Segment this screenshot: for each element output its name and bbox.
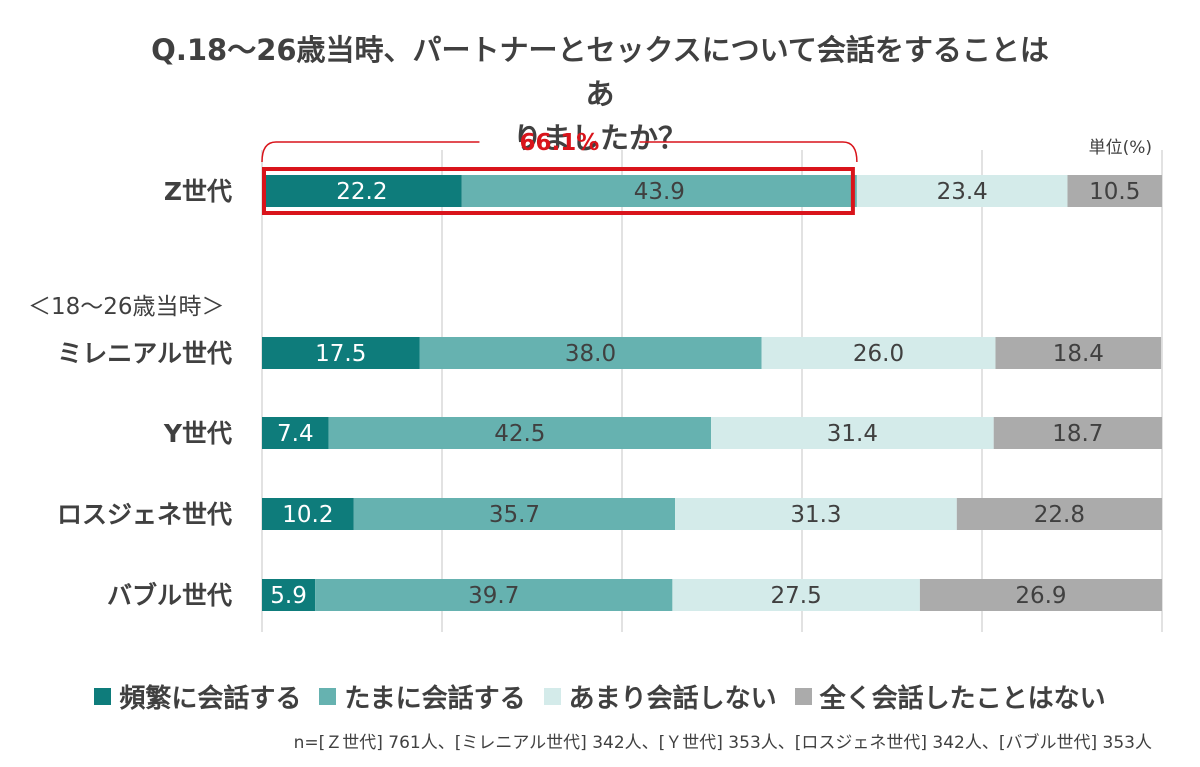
legend-item: 頻繁に会話する xyxy=(94,678,301,715)
bar-segment xyxy=(856,175,1068,207)
category-label: Z世代 xyxy=(164,177,232,206)
highlight-box xyxy=(262,167,855,215)
data-label: 5.9 xyxy=(270,583,307,609)
highlight-label: 66.1% xyxy=(520,130,600,156)
highlight-annotation: 66.1% xyxy=(261,130,858,215)
data-label: 22.8 xyxy=(1034,502,1085,528)
bar-segment xyxy=(262,498,354,530)
legend-swatch xyxy=(94,688,112,705)
data-label: 39.7 xyxy=(468,583,519,609)
bar-segment xyxy=(672,579,920,611)
data-label: 31.4 xyxy=(827,421,878,447)
legend-label: たまに会話する xyxy=(344,684,526,714)
stacked-bar-chart: 22.2 43.9 23.4 10.5 Z世代 17.5 38.0 26.0 18.4 ミレニアル… xyxy=(28,130,1163,632)
bar-segment xyxy=(262,337,420,369)
data-label: 26.0 xyxy=(853,341,904,367)
bar-segment xyxy=(353,498,676,530)
category-label: バブル世代 xyxy=(107,581,232,610)
data-label: 27.5 xyxy=(771,583,822,609)
data-label: 35.7 xyxy=(489,502,540,528)
legend-swatch xyxy=(319,688,337,705)
bar-segment xyxy=(315,579,673,611)
bar-segment xyxy=(993,417,1162,449)
data-label: 38.0 xyxy=(565,341,616,367)
bar-segment xyxy=(419,337,762,369)
chart-title: Q.18〜26歳当時、パートナーとセックスについて会話をすることはあ りましたか… xyxy=(150,28,1050,160)
bar-segment xyxy=(956,498,1162,530)
bar-segment xyxy=(995,337,1162,369)
highlight-bracket-right xyxy=(639,141,858,163)
category-label: ミレニアル世代 xyxy=(57,339,232,368)
data-label: 31.3 xyxy=(790,502,841,528)
highlight-bracket-left xyxy=(261,141,480,163)
data-label: 42.5 xyxy=(494,421,545,447)
data-label: 22.2 xyxy=(336,179,387,205)
legend-swatch xyxy=(543,688,561,705)
bar-segment xyxy=(262,417,329,449)
chart-title-line-1: Q.18〜26歳当時、パートナーとセックスについて会話をすることはあ xyxy=(151,33,1049,111)
bar-segment xyxy=(262,175,462,207)
footnote: n=[Ｚ世代] 761人、[ミレニアル世代] 342人、[Ｙ世代] 353人、[… xyxy=(293,733,1152,753)
legend-item: あまり会話しない xyxy=(543,678,777,715)
bar-segment xyxy=(711,417,994,449)
chart-title-line-2: りましたか？ xyxy=(512,121,687,155)
legend: 頻繁に会話する たまに会話する あまり会話しない 全く会話したことはない xyxy=(0,678,1200,715)
bars xyxy=(262,175,1162,611)
bar-segment xyxy=(761,337,996,369)
legend-label: 頻繁に会話する xyxy=(119,684,302,714)
legend-label: 全く会話したことはない xyxy=(819,684,1106,714)
group-label: ＜18〜26歳当時＞ xyxy=(28,294,225,320)
data-label: 10.2 xyxy=(282,502,333,528)
data-label: 7.4 xyxy=(277,421,314,447)
data-label: 10.5 xyxy=(1089,179,1140,205)
data-label: 23.4 xyxy=(937,179,988,205)
labels: 22.2 43.9 23.4 10.5 Z世代 17.5 38.0 26.0 18.4 ミレニアル… xyxy=(57,177,1140,610)
category-label: Y世代 xyxy=(163,419,232,448)
grid-lines xyxy=(261,150,1163,632)
legend-swatch xyxy=(794,688,812,705)
bar-segment xyxy=(328,417,712,449)
data-label: 18.7 xyxy=(1052,421,1103,447)
bar-segment xyxy=(262,579,316,611)
category-label: ロスジェネ世代 xyxy=(57,500,232,529)
bar-segment xyxy=(675,498,957,530)
data-label: 17.5 xyxy=(315,341,366,367)
legend-item: 全く会話したことはない xyxy=(794,678,1106,715)
unit-label: 単位(%) xyxy=(1089,138,1152,158)
legend-label: あまり会話しない xyxy=(568,684,777,714)
legend-item: たまに会話する xyxy=(319,678,526,715)
data-label: 26.9 xyxy=(1015,583,1066,609)
bar-segment xyxy=(1067,175,1162,207)
data-label: 43.9 xyxy=(634,179,685,205)
bar-segment xyxy=(461,175,857,207)
bar-segment xyxy=(919,579,1162,611)
data-label: 18.4 xyxy=(1053,341,1104,367)
